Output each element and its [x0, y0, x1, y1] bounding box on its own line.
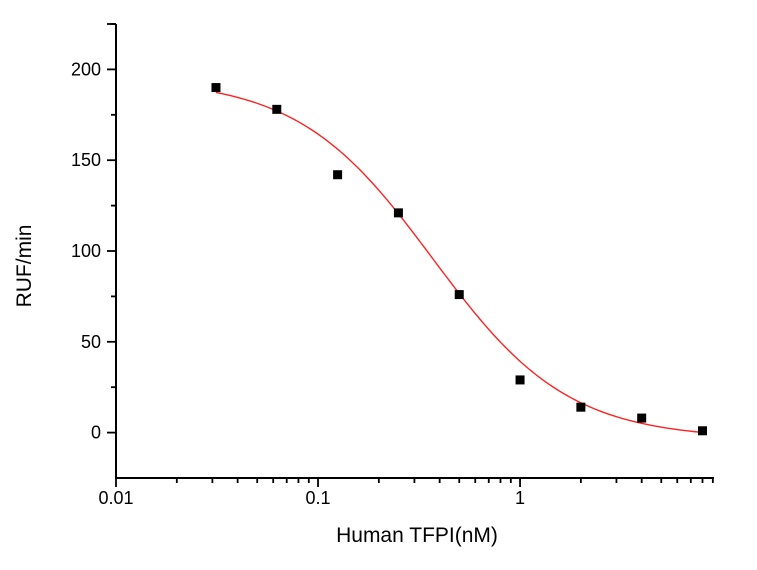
x-axis-title: Human TFPI(nM): [336, 524, 498, 547]
y-tick-label: 50: [81, 332, 101, 352]
x-tick-label: 1: [515, 488, 525, 508]
data-point-marker: [393, 208, 403, 218]
y-axis-title: RUF/min: [13, 225, 36, 308]
data-point-marker: [698, 426, 708, 436]
data-point-marker: [454, 290, 464, 300]
data-point-marker: [211, 83, 221, 93]
plot-area: 0 50 100 150 200 0.01 0.1 1: [71, 23, 714, 508]
data-point-marker: [515, 375, 525, 385]
axis-spines: [115, 24, 714, 479]
data-point-marker: [576, 402, 586, 412]
data-point-marker: [272, 104, 282, 114]
x-tick-label: 0.01: [98, 488, 133, 508]
y-tick-label: 0: [91, 423, 101, 443]
data-point-marker: [333, 170, 343, 180]
x-tick-label: 0.1: [306, 488, 331, 508]
data-point-marker: [637, 413, 647, 423]
fit-curve: [215, 91, 703, 434]
y-tick-label: 100: [71, 241, 101, 261]
y-tick-label: 200: [71, 59, 101, 79]
y-tick-label: 150: [71, 150, 101, 170]
